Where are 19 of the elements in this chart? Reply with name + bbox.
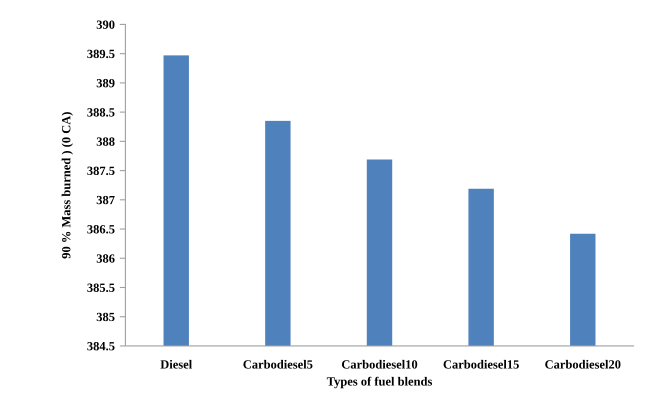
y-tick-label: 386.5	[87, 225, 115, 234]
y-tick-label: 384.5	[87, 342, 115, 350]
y-tick-label: 389	[96, 78, 115, 88]
y-tick-label: 389.5	[87, 50, 115, 58]
y-tick-label: 386	[96, 254, 115, 263]
y-tick-label: 387	[96, 196, 115, 204]
x-tick-label: Carbodiesel15	[444, 360, 519, 369]
y-tick-label: 388	[96, 137, 115, 146]
y-tick-label: 387.5	[87, 166, 115, 176]
y-tick-label: 388.5	[87, 108, 115, 117]
x-tick-label: Carbodiesel10	[342, 360, 418, 369]
x-tick-label: Carbodiesel20	[545, 360, 620, 369]
x-axis-title: Types of fuel blends	[326, 376, 432, 388]
x-tick-label: Carbodiesel5	[243, 360, 312, 369]
y-tick-label: 390	[96, 20, 115, 29]
y-tick-label: 385.5	[87, 284, 115, 292]
y-axis-title: 90 % Mass burned ) (0 CA)	[62, 112, 73, 258]
y-tick-label: 385	[96, 312, 115, 322]
x-tick-label: Diesel	[160, 360, 192, 369]
